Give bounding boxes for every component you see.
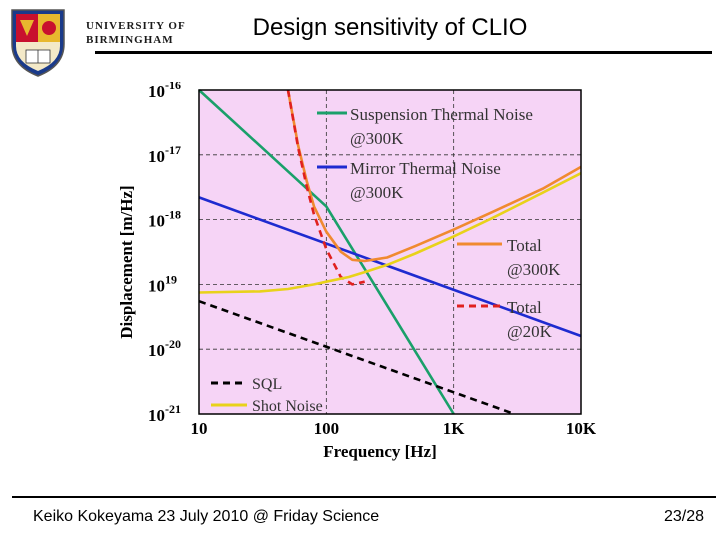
x-tick-label: 100 xyxy=(314,419,340,438)
y-tick-label: 10-18 xyxy=(148,208,181,231)
series-line-total-300K xyxy=(286,89,582,263)
footer-author-event: Keiko Kokeyama 23 July 2010 @ Friday Sci… xyxy=(33,508,380,525)
legend-label: Mirror Thermal Noise xyxy=(350,159,501,178)
y-tick-exponent: -20 xyxy=(165,337,181,351)
x-tick-label: 10 xyxy=(191,419,208,438)
crest-icon xyxy=(11,9,65,77)
y-tick-exponent: -21 xyxy=(165,402,181,416)
slide-title: Design sensitivity of CLIO xyxy=(252,14,528,41)
y-tick-exponent: 19 xyxy=(165,272,177,286)
y-tick-base: 10 xyxy=(148,341,165,360)
y-tick-base: 10 xyxy=(148,276,165,295)
legend-label: Total xyxy=(507,298,542,317)
y-axis-label: Displacement [m/Hz] xyxy=(117,185,136,338)
university-name-line2: BIRMINGHAM xyxy=(86,34,174,46)
y-tick-base: 10 xyxy=(148,406,165,425)
y-tick-label: 10-17 xyxy=(148,143,181,166)
legend-sublabel: @300K xyxy=(350,129,404,148)
plot-frame xyxy=(198,89,582,415)
y-tick-exponent: -17 xyxy=(165,143,181,157)
y-tick-base: 10 xyxy=(148,212,165,231)
y-tick-label: 10-21 xyxy=(148,402,181,425)
legend-label: Total xyxy=(507,236,542,255)
y-tick-label: 1019 xyxy=(148,272,177,295)
x-axis-label: Frequency [Hz] xyxy=(323,442,436,461)
university-logo: UNIVERSITY OF BIRMINGHAM xyxy=(6,6,196,78)
legend-sublabel: @300K xyxy=(507,260,561,279)
title-rule xyxy=(95,51,712,54)
university-name-line1: UNIVERSITY OF xyxy=(86,20,186,32)
page-number: 23/28 xyxy=(664,508,705,525)
y-tick-label: 10-20 xyxy=(148,337,181,360)
legend-label: Shot Noise xyxy=(252,398,323,415)
x-tick-label: 10K xyxy=(566,419,597,438)
legend-sublabel: @300K xyxy=(350,183,404,202)
legend-label: Suspension Thermal Noise xyxy=(350,105,533,124)
y-tick-exponent: -16 xyxy=(165,82,181,92)
x-tick-label: 1K xyxy=(443,419,466,438)
plot-area xyxy=(199,90,581,414)
y-tick-exponent: -18 xyxy=(165,208,181,222)
series-line-total-20K xyxy=(286,89,365,286)
series-line-sql xyxy=(198,299,515,416)
series-line-mirror-thermal-noise-300K xyxy=(198,196,582,338)
legend-label: SQL xyxy=(252,376,282,393)
y-tick-label: 10-16 xyxy=(148,82,181,101)
y-tick-base: 10 xyxy=(148,82,165,101)
y-tick-base: 10 xyxy=(148,147,165,166)
footer-rule xyxy=(12,496,716,498)
legend-sublabel: @20K xyxy=(507,322,553,341)
series-line-shot-noise xyxy=(198,172,582,294)
series-line-suspension-thermal-noise-300K xyxy=(198,89,455,415)
